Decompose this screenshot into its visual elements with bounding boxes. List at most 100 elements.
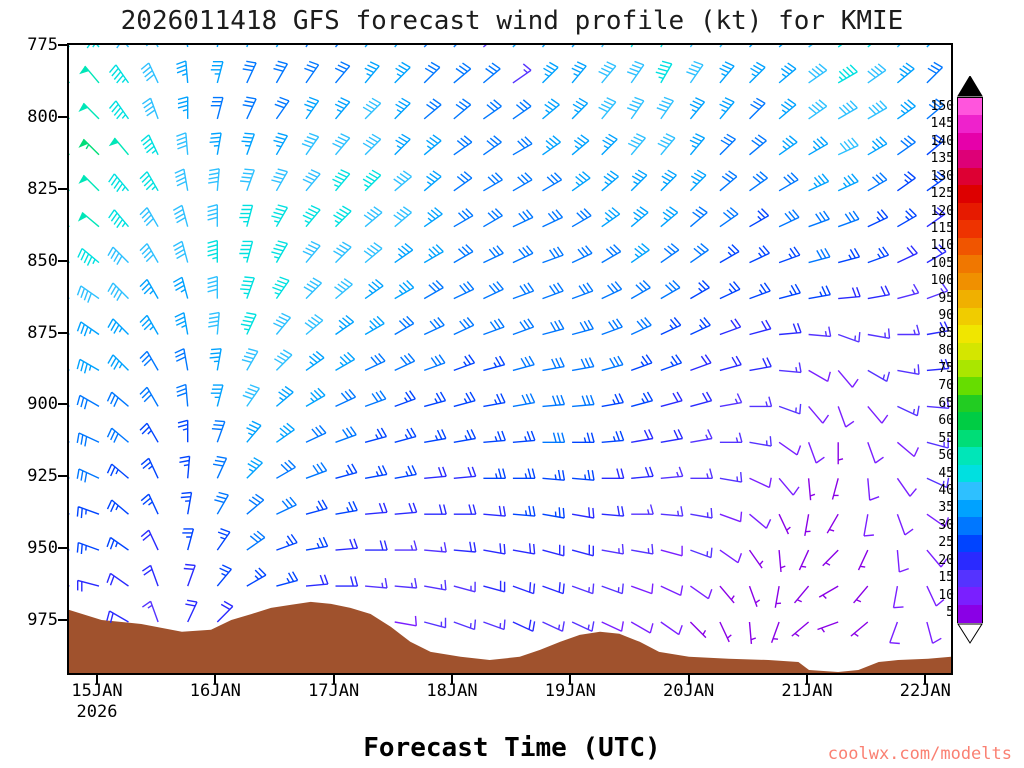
wind-barb: [174, 168, 189, 191]
wind-barb: [172, 240, 189, 263]
colorbar-segment: [958, 342, 982, 361]
wind-barb: [512, 543, 536, 555]
wind-barb: [483, 619, 506, 631]
colorbar-tick-label: 135: [930, 151, 954, 167]
wind-barb: [335, 538, 359, 551]
wind-barb: [630, 169, 648, 192]
wind-barb: [108, 100, 130, 120]
wind-barb: [139, 171, 159, 192]
wind-barb: [897, 324, 921, 336]
wind-barb: [394, 61, 411, 84]
wind-barb: [572, 394, 595, 408]
wind-barb: [114, 45, 130, 49]
colorbar-tick-label: 125: [930, 186, 954, 202]
wind-barb: [542, 172, 563, 192]
wind-barb: [139, 386, 159, 407]
wind-barb: [542, 544, 565, 557]
wind-barb: [571, 61, 587, 84]
wind-barb: [542, 135, 561, 156]
wind-barb: [601, 393, 624, 408]
x-axis-title: Forecast Time (UTC): [363, 733, 661, 763]
colorbar-tick-label: 30: [938, 517, 954, 533]
wind-barb: [601, 170, 619, 192]
wind-barb: [453, 391, 476, 408]
wind-barb: [139, 314, 159, 335]
wind-barb: [364, 465, 388, 479]
wind-barb: [76, 468, 100, 483]
wind-barb: [333, 205, 352, 228]
wind-barb: [423, 98, 442, 120]
wind-barb: [483, 245, 504, 264]
wind-barb: [837, 173, 859, 192]
wind-barb: [719, 61, 735, 84]
wind-barb: [108, 137, 130, 156]
wind-barb: [631, 504, 654, 515]
y-axis-tick-label: 800: [27, 106, 58, 127]
wind-barb: [274, 349, 293, 371]
wind-barb: [778, 135, 798, 156]
wind-barb: [106, 572, 129, 587]
wind-barb: [542, 246, 564, 264]
wind-barb: [453, 62, 472, 84]
x-axis-tick-mark: [214, 675, 217, 684]
colorbar-segment: [958, 115, 982, 134]
wind-barb: [571, 45, 575, 48]
wind-barb: [483, 468, 507, 479]
wind-barb: [571, 97, 589, 120]
wind-barb: [364, 427, 388, 443]
x-axis-tick-mark: [924, 675, 927, 684]
wind-barb: [394, 353, 416, 372]
wind-barb: [335, 426, 357, 443]
wind-barb: [778, 172, 799, 192]
wind-barb: [831, 478, 839, 500]
wind-barb: [453, 208, 474, 228]
wind-barb: [837, 64, 858, 84]
wind-barb: [601, 430, 625, 443]
wind-barb: [394, 97, 411, 120]
colorbar-tick-label: 5: [946, 605, 954, 621]
wind-barb: [601, 621, 624, 632]
colorbar-tick-label: 105: [930, 255, 954, 271]
wind-barb: [601, 45, 604, 48]
wind-barb: [822, 549, 839, 567]
wind-barb: [630, 243, 650, 264]
wind-barb: [896, 171, 916, 192]
wind-barb: [304, 60, 320, 84]
wind-barb: [572, 432, 595, 443]
colorbar-segment: [958, 569, 982, 588]
wind-barb: [334, 278, 353, 300]
wind-barb: [689, 206, 708, 228]
wind-barb: [512, 318, 535, 336]
wind-barb: [84, 45, 100, 49]
wind-barb: [660, 621, 683, 636]
wind-barb: [630, 45, 634, 48]
colorbar-segment: [958, 237, 982, 256]
wind-barb: [804, 514, 811, 537]
colorbar-segment: [958, 132, 982, 151]
wind-barb: [897, 364, 920, 375]
wind-barb: [483, 318, 505, 336]
wind-barb: [867, 285, 891, 300]
colorbar-tick-label: 45: [938, 465, 954, 481]
wind-barb: [719, 511, 743, 523]
wind-barb: [749, 436, 772, 447]
wind-barb: [571, 319, 594, 336]
y-axis-tick-label: 975: [27, 610, 58, 630]
wind-barb: [240, 276, 255, 299]
wind-barb: [106, 499, 129, 515]
wind-barb: [453, 581, 476, 593]
chart-title: 2026011418 GFS forecast wind profile (kt…: [120, 6, 904, 36]
wind-barb: [791, 621, 810, 637]
y-axis-tick-mark: [58, 331, 67, 334]
wind-barb: [176, 383, 189, 407]
wind-barb: [601, 468, 625, 479]
wind-barb: [423, 244, 444, 264]
wind-barb: [272, 276, 290, 299]
wind-barb: [512, 209, 534, 228]
wind-barb: [77, 579, 100, 592]
wind-barb: [897, 405, 920, 417]
wind-barb: [749, 319, 772, 336]
wind-barb: [926, 282, 949, 300]
wind-barb: [512, 582, 536, 595]
wind-barb: [626, 96, 645, 120]
